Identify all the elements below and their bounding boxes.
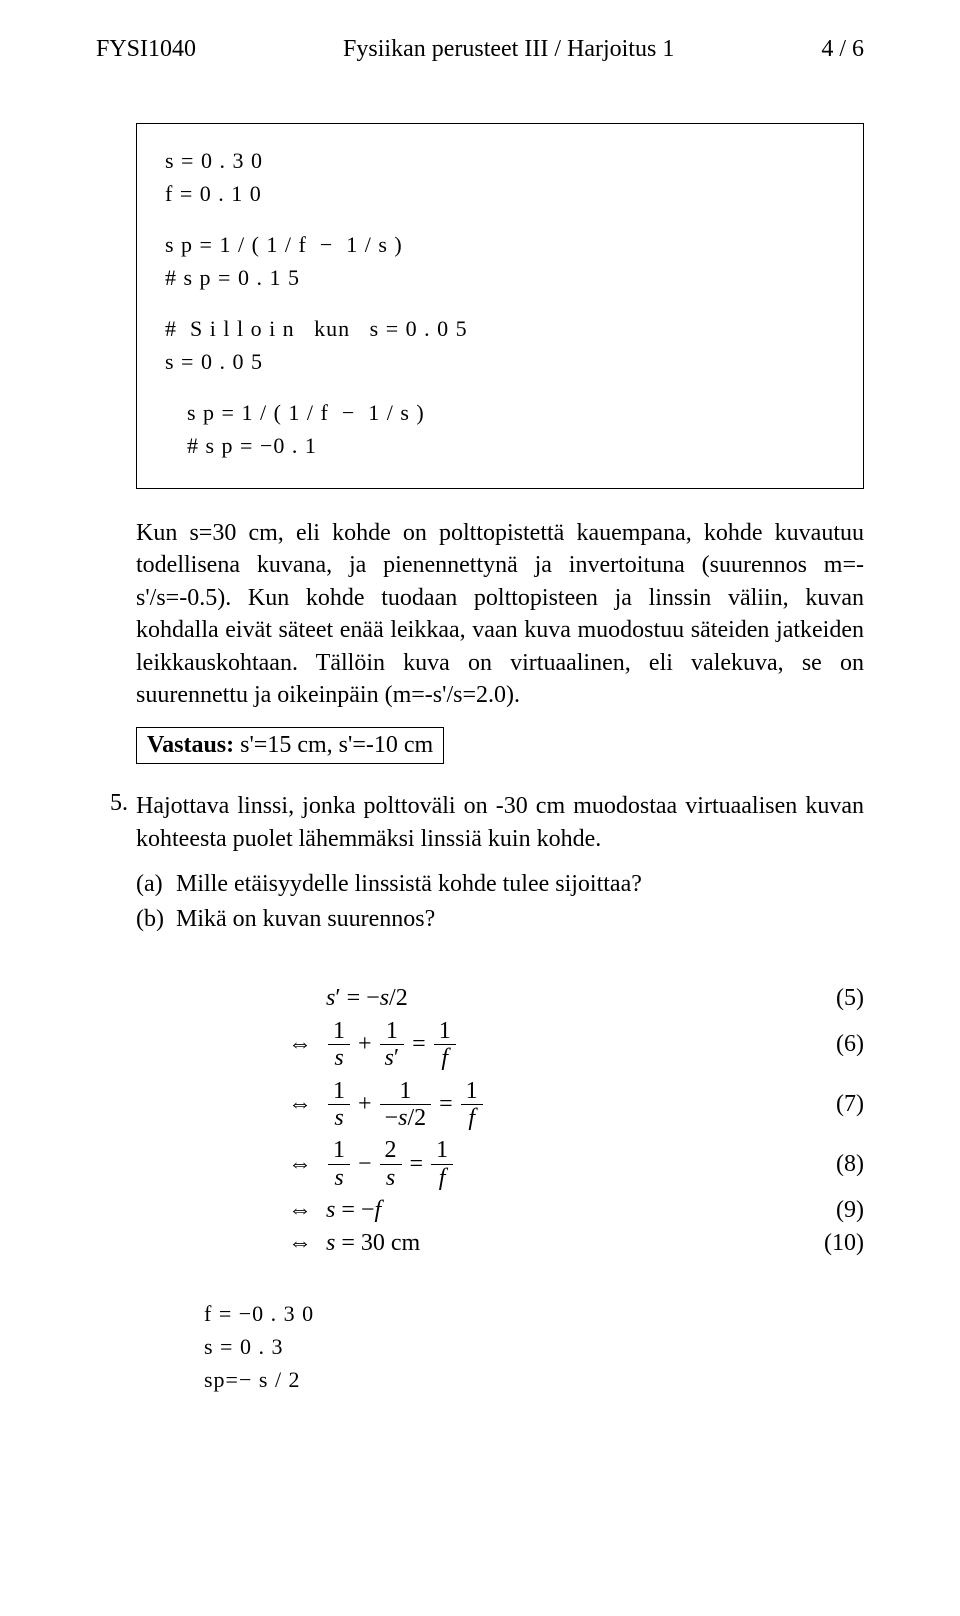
eq-number: (5) — [784, 985, 864, 1012]
equation-5: s′=−s/2 (5) — [96, 985, 864, 1012]
code-line: f = −0 . 3 0 — [204, 1297, 864, 1330]
equation-9: ⇔ s=−f (9) — [96, 1197, 864, 1224]
answer-label: Vastaus: — [147, 732, 234, 758]
code-box-2: f = −0 . 3 0 s = 0 . 3 sp=− s / 2 — [204, 1297, 864, 1396]
code-line: f = 0 . 1 0 — [165, 177, 835, 210]
iff-symbol: ⇔ — [96, 1151, 326, 1178]
code-line: # s p = −0 . 1 — [187, 429, 835, 462]
page: FYSI1040 Fysiikan perusteet III / Harjoi… — [0, 0, 960, 1616]
iff-symbol: ⇔ — [96, 1031, 326, 1058]
question-5b: (b) Mikä on kuvan suurennos? — [136, 902, 864, 937]
equation-6: ⇔ 1s + 1s′ = 1f (6) — [96, 1018, 864, 1072]
eq-number: (7) — [784, 1091, 864, 1118]
equation-10: ⇔ s=30 cm (10) — [96, 1230, 864, 1257]
eq-number: (10) — [784, 1230, 864, 1257]
answer-box: Vastaus: s'=15 cm, s'=-10 cm — [136, 727, 444, 764]
iff-symbol: ⇔ — [96, 1230, 326, 1257]
question-5: 5. Hajottava linssi, jonka polttoväli on… — [96, 790, 864, 855]
iff-symbol: ⇔ — [96, 1197, 326, 1224]
eq-number: (6) — [784, 1031, 864, 1058]
code-line: sp=− s / 2 — [204, 1363, 864, 1396]
equation-block: s′=−s/2 (5) ⇔ 1s + 1s′ = 1f (6) ⇔ 1s + 1… — [96, 985, 864, 1257]
paragraph-explanation: Kun s=30 cm, eli kohde on polttopistettä… — [136, 517, 864, 711]
code-line: s p = 1 / ( 1 / f − 1 / s ) — [187, 396, 835, 429]
question-5a: (a) Mille etäisyydelle linssistä kohde t… — [136, 867, 864, 902]
code-line: # s p = 0 . 1 5 — [165, 261, 835, 294]
equation-7: ⇔ 1s + 1−s/2 = 1f (7) — [96, 1078, 864, 1132]
subitem-label: (b) — [136, 902, 176, 937]
eq-number: (8) — [784, 1151, 864, 1178]
code-line: # S i l l o i n kun s = 0 . 0 5 — [165, 312, 835, 345]
eq-number: (9) — [784, 1197, 864, 1224]
code-line: s = 0 . 3 — [204, 1330, 864, 1363]
header-left: FYSI1040 — [96, 36, 196, 63]
code-line: s = 0 . 3 0 — [165, 144, 835, 177]
code-line: s = 0 . 0 5 — [165, 345, 835, 378]
header-center: Fysiikan perusteet III / Harjoitus 1 — [343, 36, 674, 63]
subitem-text: Mille etäisyydelle linssistä kohde tulee… — [176, 867, 642, 902]
equation-8: ⇔ 1s − 2s = 1f (8) — [96, 1137, 864, 1191]
iff-symbol: ⇔ — [96, 1091, 326, 1118]
subitem-label: (a) — [136, 867, 176, 902]
code-box-1: s = 0 . 3 0 f = 0 . 1 0 s p = 1 / ( 1 / … — [136, 123, 864, 489]
page-header: FYSI1040 Fysiikan perusteet III / Harjoi… — [96, 36, 864, 63]
subitem-text: Mikä on kuvan suurennos? — [176, 902, 435, 937]
answer-text: s'=15 cm, s'=-10 cm — [234, 732, 433, 758]
code-line: s p = 1 / ( 1 / f − 1 / s ) — [165, 228, 835, 261]
header-right: 4 / 6 — [821, 36, 864, 63]
question-number: 5. — [96, 790, 136, 855]
question-text: Hajottava linssi, jonka polttoväli on -3… — [136, 790, 864, 855]
